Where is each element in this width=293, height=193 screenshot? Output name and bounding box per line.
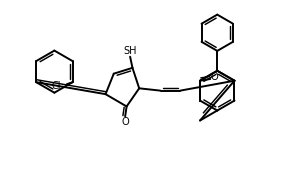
Text: O: O — [121, 117, 129, 127]
Text: Cl: Cl — [52, 81, 61, 91]
Text: SH: SH — [123, 46, 137, 56]
Text: O: O — [210, 72, 218, 82]
